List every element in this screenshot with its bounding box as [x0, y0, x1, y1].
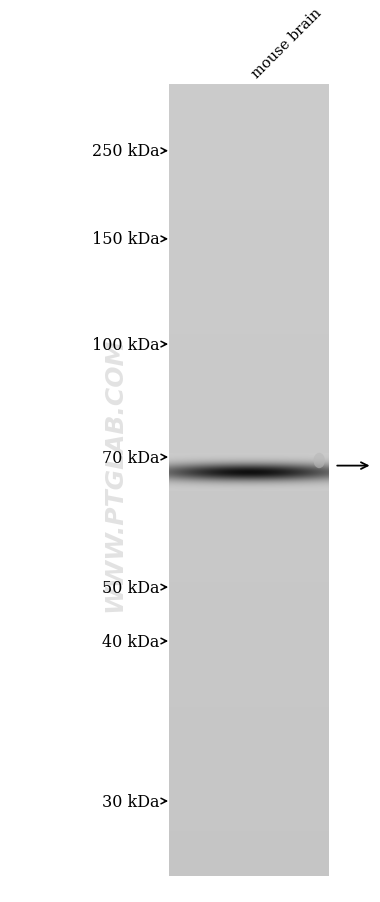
Text: 40 kDa: 40 kDa: [102, 633, 160, 649]
Text: 50 kDa: 50 kDa: [102, 579, 160, 596]
Text: 70 kDa: 70 kDa: [102, 449, 160, 466]
Text: 30 kDa: 30 kDa: [102, 793, 160, 810]
Text: WWW.PTGLAB.COM: WWW.PTGLAB.COM: [102, 337, 126, 612]
Text: 150 kDa: 150 kDa: [92, 231, 160, 248]
Text: mouse brain: mouse brain: [249, 6, 324, 81]
Ellipse shape: [314, 454, 325, 469]
Text: 100 kDa: 100 kDa: [92, 336, 160, 354]
Text: 250 kDa: 250 kDa: [92, 143, 160, 160]
